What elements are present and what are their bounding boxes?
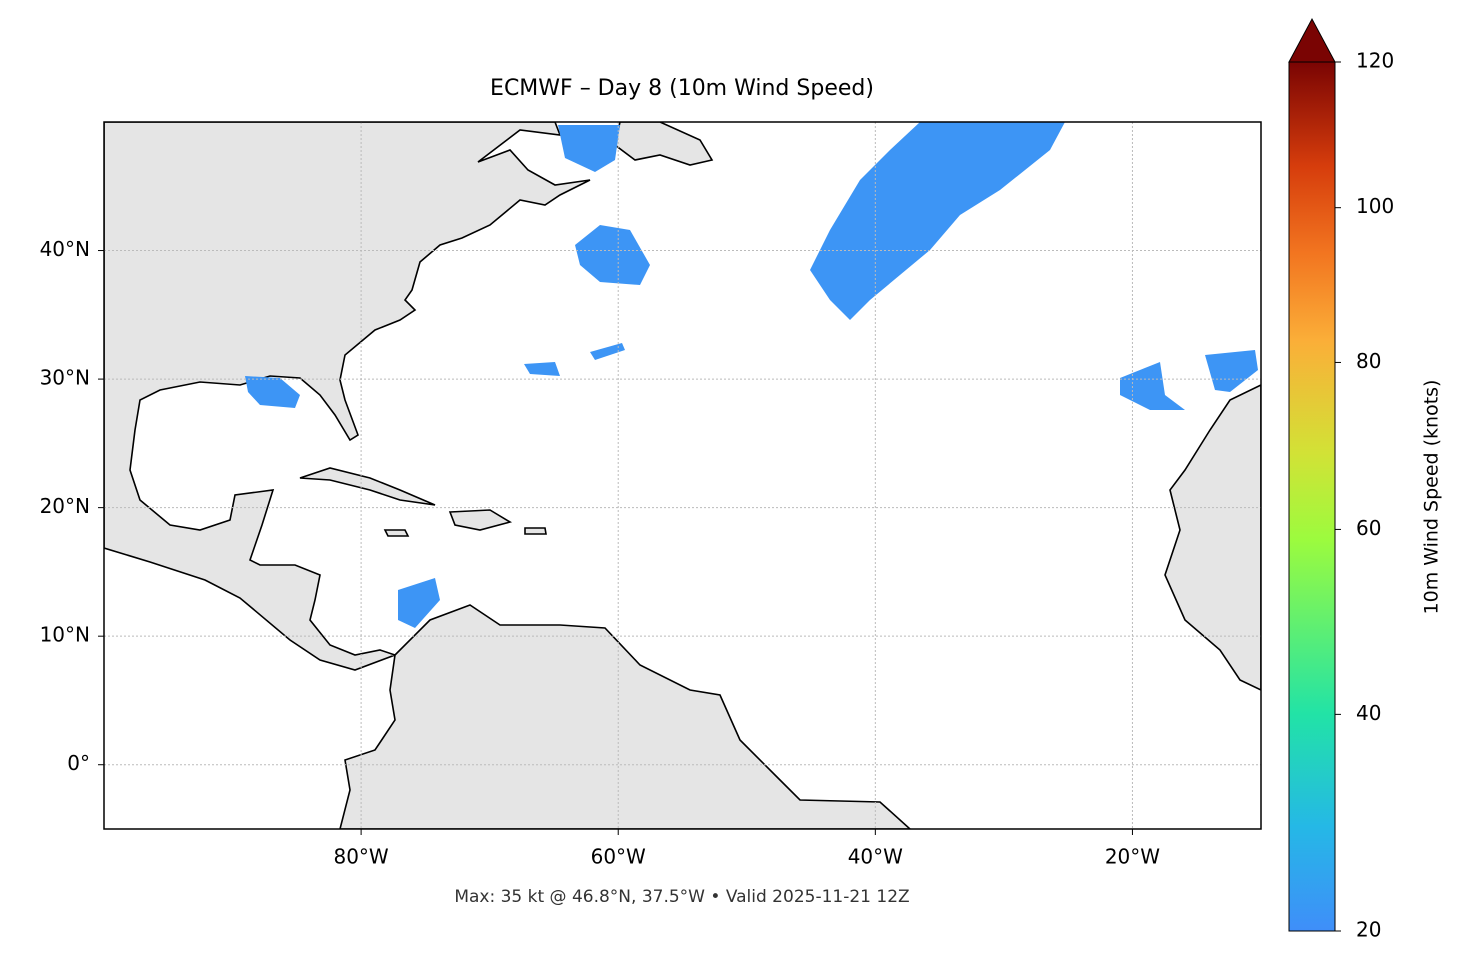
africa xyxy=(1164,384,1261,691)
x-tick-label: 20°W xyxy=(1105,845,1160,869)
wind-area xyxy=(575,225,650,285)
colorbar xyxy=(1288,61,1336,932)
y-tick-label: 10°N xyxy=(40,623,90,647)
y-tick-label: 20°N xyxy=(40,494,90,518)
colorbar-tick-label: 20 xyxy=(1356,918,1381,942)
cuba xyxy=(299,467,436,506)
colorbar-tick-label: 40 xyxy=(1356,701,1381,725)
y-tick-label: 0° xyxy=(67,751,90,775)
wind-area xyxy=(245,376,300,408)
x-tick-label: 80°W xyxy=(333,845,388,869)
y-tick-label: 40°N xyxy=(40,237,90,261)
puerto-rico xyxy=(524,527,547,535)
x-tick-label: 60°W xyxy=(591,845,646,869)
map-frame xyxy=(103,121,1262,830)
title: ECMWF – Day 8 (10m Wind Speed) xyxy=(490,76,874,101)
x-tick-label: 40°W xyxy=(848,845,903,869)
wind-area xyxy=(1205,350,1258,392)
colorbar-tick-label: 60 xyxy=(1356,516,1381,540)
colorbar-tick-label: 80 xyxy=(1356,349,1381,373)
map xyxy=(104,122,1261,829)
wind-area xyxy=(1120,362,1185,410)
y-tick-label: 30°N xyxy=(40,366,90,390)
wind-area xyxy=(590,343,625,360)
wind-area xyxy=(558,125,620,172)
jamaica xyxy=(383,529,410,537)
wind-area xyxy=(810,122,1065,320)
hispaniola xyxy=(448,509,513,531)
colorbar-label: 10m Wind Speed (knots) xyxy=(1421,380,1443,615)
colorbar-tick-label: 120 xyxy=(1356,49,1394,73)
north-america xyxy=(104,122,591,671)
wind-area xyxy=(524,362,560,376)
south-america xyxy=(339,604,912,829)
wind-area xyxy=(398,578,440,628)
colorbar-tick-label: 100 xyxy=(1356,194,1394,218)
grid xyxy=(104,122,1261,829)
footer: Max: 35 kt @ 46.8°N, 37.5°W • Valid 2025… xyxy=(454,887,909,907)
colorbar-extension xyxy=(1288,17,1336,63)
canada-maritimes xyxy=(614,122,714,166)
